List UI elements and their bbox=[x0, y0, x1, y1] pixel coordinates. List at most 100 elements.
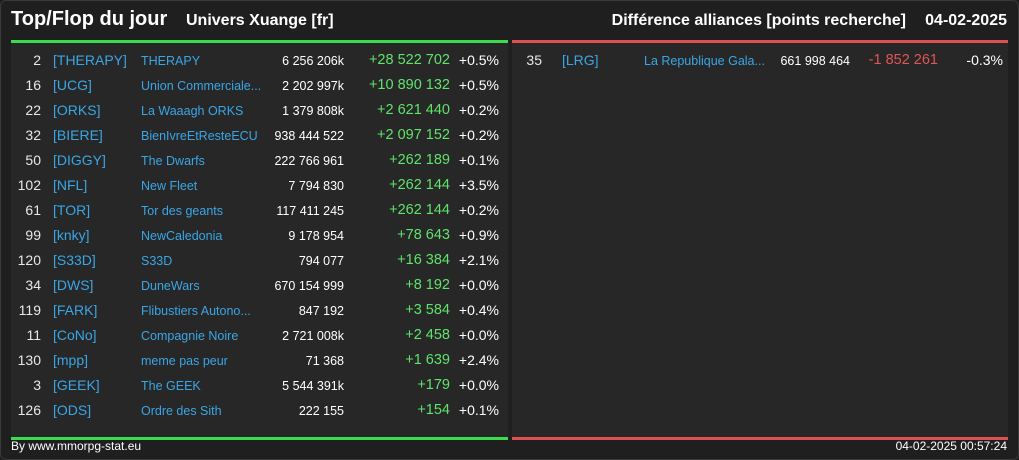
percent-change: +2.1% bbox=[458, 252, 499, 268]
alliance-points: 2 721 008k bbox=[282, 329, 344, 343]
alliance-tag-link[interactable]: [CoNo] bbox=[53, 327, 97, 343]
alliance-points: 6 256 206k bbox=[282, 54, 344, 68]
alliance-points: 661 998 464 bbox=[780, 54, 850, 68]
alliance-tag-link[interactable]: [BIERE] bbox=[53, 127, 103, 143]
alliance-tag-link[interactable]: [ODS] bbox=[53, 402, 92, 418]
table-row: 22 [ORKS] La Waaagh ORKS 1 379 808k +2 621 4… bbox=[11, 98, 508, 123]
alliance-points: 222 766 961 bbox=[274, 154, 344, 168]
page-title: Top/Flop du jour bbox=[11, 8, 168, 30]
alliance-rank: 130 bbox=[17, 352, 41, 368]
alliance-tag-link[interactable]: [TOR] bbox=[53, 202, 91, 218]
alliance-points: 2 202 997k bbox=[282, 79, 344, 93]
alliance-name-link[interactable]: La Waaagh ORKS bbox=[141, 104, 244, 118]
points-difference: +262 144 bbox=[389, 177, 450, 193]
points-difference: +78 643 bbox=[397, 227, 450, 243]
alliance-rank: 34 bbox=[25, 277, 41, 293]
alliance-tag-link[interactable]: [LRG] bbox=[562, 52, 599, 68]
alliance-tag-link[interactable]: [S33D] bbox=[53, 252, 96, 268]
points-difference: +262 189 bbox=[389, 152, 450, 168]
points-difference: +3 584 bbox=[405, 302, 450, 318]
alliance-rank: 32 bbox=[25, 127, 41, 143]
alliance-name-link[interactable]: BienIvreEtResteECU bbox=[141, 129, 258, 143]
percent-change: +0.0% bbox=[458, 377, 499, 393]
alliance-name-link[interactable]: NewCaledonia bbox=[141, 229, 223, 243]
percent-change: +2.4% bbox=[458, 352, 499, 368]
table-row: 120 [S33D] S33D 794 077 +16 384 +2.1% bbox=[11, 248, 508, 273]
percent-change: +0.5% bbox=[458, 52, 499, 68]
percent-change: +0.1% bbox=[458, 402, 499, 418]
alliance-points: 847 192 bbox=[298, 304, 344, 318]
points-difference: +2 097 152 bbox=[377, 127, 450, 143]
points-difference: +2 458 bbox=[405, 327, 450, 343]
source-credit: By www.mmorpg-stat.eu bbox=[11, 439, 142, 453]
alliance-tag-link[interactable]: [knky] bbox=[53, 227, 90, 243]
alliance-rank: 120 bbox=[17, 252, 41, 268]
top-losers-panel: 35 [LRG] La Republique Gala... 661 998 464 -… bbox=[512, 40, 1008, 440]
alliance-rank: 35 bbox=[526, 52, 542, 68]
percent-change: -0.3% bbox=[966, 52, 1003, 68]
header: Top/Flop du jour Univers Xuange [fr] Dif… bbox=[0, 0, 1019, 40]
alliance-rank: 119 bbox=[18, 302, 41, 318]
alliance-tag-link[interactable]: [DIGGY] bbox=[53, 152, 106, 168]
update-timestamp: 04-02-2025 00:57:24 bbox=[895, 439, 1007, 453]
alliance-name-link[interactable]: Tor des geants bbox=[141, 204, 223, 218]
alliance-rank: 102 bbox=[17, 177, 41, 193]
table-row: 119 [FARK] Flibustiers Autono... 847 192 +3 … bbox=[11, 298, 508, 323]
alliance-name-link[interactable]: DuneWars bbox=[141, 279, 200, 293]
table-row: 2 [THERAPY] THERAPY 6 256 206k +28 522 702 +0… bbox=[11, 48, 508, 73]
percent-change: +0.0% bbox=[458, 327, 499, 343]
alliance-tag-link[interactable]: [THERAPY] bbox=[53, 52, 127, 68]
table-row: 35 [LRG] La Republique Gala... 661 998 464 -… bbox=[512, 48, 1008, 73]
percent-change: +0.0% bbox=[458, 277, 499, 293]
points-difference: +16 384 bbox=[397, 252, 450, 268]
alliance-rank: 3 bbox=[33, 377, 41, 393]
table-row: 32 [BIERE] BienIvreEtResteECU 938 444 522 +2… bbox=[11, 123, 508, 148]
table-row: 34 [DWS] DuneWars 670 154 999 +8 192 +0.0% bbox=[11, 273, 508, 298]
points-difference: +179 bbox=[417, 377, 450, 393]
alliance-points: 1 379 808k bbox=[282, 104, 344, 118]
alliance-name-link[interactable]: S33D bbox=[141, 254, 173, 268]
table-row: 50 [DIGGY] The Dwarfs 222 766 961 +262 189 +0… bbox=[11, 148, 508, 173]
alliance-rank: 2 bbox=[33, 52, 41, 68]
points-difference: +8 192 bbox=[405, 277, 450, 293]
table-row: 16 [UCG] Union Commerciale... 2 202 997k +10… bbox=[11, 73, 508, 98]
alliance-points: 670 154 999 bbox=[274, 279, 344, 293]
alliance-name-link[interactable]: New Fleet bbox=[141, 179, 198, 193]
percent-change: +0.1% bbox=[458, 152, 499, 168]
alliance-tag-link[interactable]: [ORKS] bbox=[53, 102, 101, 118]
alliance-tag-link[interactable]: [mpp] bbox=[53, 352, 89, 368]
points-difference: +10 890 132 bbox=[368, 77, 450, 93]
alliance-name-link[interactable]: meme pas peur bbox=[141, 354, 228, 368]
table-row: 99 [knky] NewCaledonia 9 178 954 +78 643 +0.9… bbox=[11, 223, 508, 248]
alliance-rank: 16 bbox=[25, 77, 41, 93]
percent-change: +3.5% bbox=[458, 177, 499, 193]
alliance-rank: 11 bbox=[26, 327, 41, 343]
ranking-subtitle: Différence alliances [points recherche] bbox=[611, 12, 906, 29]
alliance-tag-link[interactable]: [NFL] bbox=[53, 177, 88, 193]
alliance-tag-link[interactable]: [FARK] bbox=[53, 302, 98, 318]
alliance-tag-link[interactable]: [UCG] bbox=[53, 77, 92, 93]
alliance-name-link[interactable]: La Republique Gala... bbox=[644, 54, 765, 68]
alliance-name-link[interactable]: THERAPY bbox=[141, 54, 201, 68]
alliance-points: 117 411 245 bbox=[276, 204, 344, 218]
alliance-points: 7 794 830 bbox=[288, 179, 344, 193]
alliance-name-link[interactable]: The GEEK bbox=[141, 379, 201, 393]
alliance-points: 938 444 522 bbox=[274, 129, 344, 143]
alliance-name-link[interactable]: Compagnie Noire bbox=[141, 329, 239, 343]
percent-change: +0.5% bbox=[458, 77, 499, 93]
percent-change: +0.2% bbox=[458, 102, 499, 118]
alliance-points: 222 155 bbox=[298, 404, 344, 418]
alliance-name-link[interactable]: The Dwarfs bbox=[141, 154, 205, 168]
alliance-name-link[interactable]: Flibustiers Autono... bbox=[141, 304, 251, 318]
alliance-name-link[interactable]: Union Commerciale... bbox=[141, 79, 262, 93]
header-date: 04-02-2025 bbox=[925, 12, 1007, 29]
table-row: 102 [NFL] New Fleet 7 794 830 +262 144 +3.5% bbox=[11, 173, 508, 198]
alliance-tag-link[interactable]: [GEEK] bbox=[53, 377, 100, 393]
alliance-name-link[interactable]: Ordre des Sith bbox=[141, 404, 222, 418]
points-difference: +1 639 bbox=[405, 352, 450, 368]
alliance-tag-link[interactable]: [DWS] bbox=[53, 277, 94, 293]
percent-change: +0.9% bbox=[458, 227, 499, 243]
alliance-points: 794 077 bbox=[298, 254, 344, 268]
alliance-rank: 61 bbox=[25, 202, 41, 218]
alliance-points: 5 544 391k bbox=[282, 379, 344, 393]
